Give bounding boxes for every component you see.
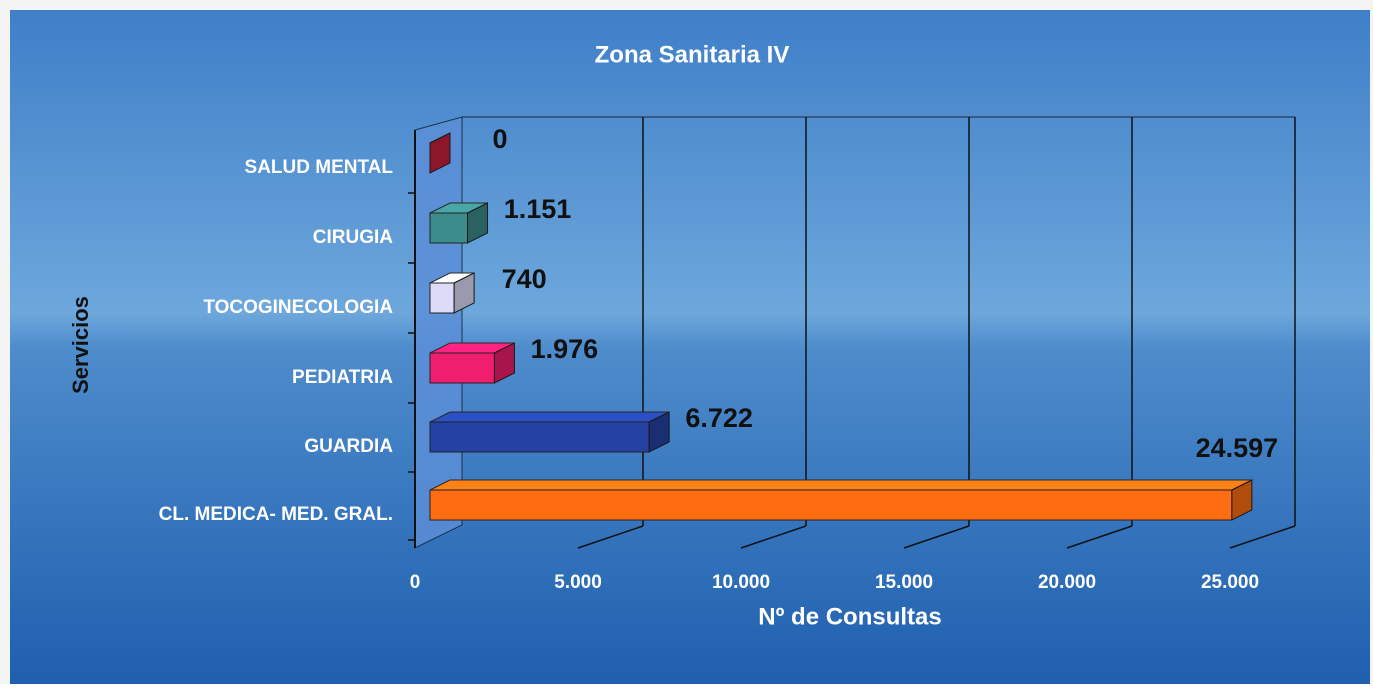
floor-line	[903, 525, 970, 549]
y-tick-label: TOCOGINECOLOGIA	[203, 297, 393, 318]
bar-side	[648, 411, 670, 453]
floor-line	[740, 525, 807, 549]
x-tick-label: 5.000	[554, 572, 602, 593]
chart-title: Zona Sanitaria IV	[595, 41, 790, 68]
bar-top	[429, 479, 1253, 491]
floor-line	[1066, 525, 1133, 549]
y-tick-label: CIRUGIA	[313, 227, 394, 248]
bar	[429, 489, 1233, 521]
bar	[429, 421, 650, 453]
x-tick-label: 0	[410, 572, 421, 593]
x-tick-label: 20.000	[1038, 572, 1096, 593]
bar-side	[467, 202, 489, 244]
x-tick-label: 15.000	[875, 572, 933, 593]
value-label: 24.597	[1196, 433, 1279, 463]
bar-side	[1231, 479, 1253, 521]
x-tick-label: 10.000	[712, 572, 770, 593]
y-axis-label: Servicios	[68, 296, 93, 394]
y-tick-label: SALUD MENTAL	[245, 157, 394, 178]
y-tick-label: GUARDIA	[304, 436, 393, 457]
floor-line	[1229, 525, 1296, 549]
x-tick-label: 25.000	[1201, 572, 1259, 593]
x-axis-label: Nº de Consultas	[758, 603, 941, 630]
value-label: 1.976	[531, 334, 599, 364]
background	[10, 10, 1370, 684]
bar-side	[453, 272, 475, 314]
value-label: 6.722	[685, 403, 753, 433]
bar-side	[493, 342, 515, 384]
y-tick-label: CL. MEDICA- MED. GRAL.	[159, 504, 393, 525]
value-label: 1.151	[504, 194, 572, 224]
floor-line	[577, 525, 644, 549]
bar-top	[429, 411, 670, 423]
y-tick-label: PEDIATRIA	[292, 367, 393, 388]
bar	[429, 352, 495, 384]
bar	[429, 282, 455, 314]
value-label: 0	[492, 124, 507, 154]
bar-side	[429, 132, 451, 174]
bar	[429, 212, 469, 244]
value-label: 740	[502, 264, 547, 294]
